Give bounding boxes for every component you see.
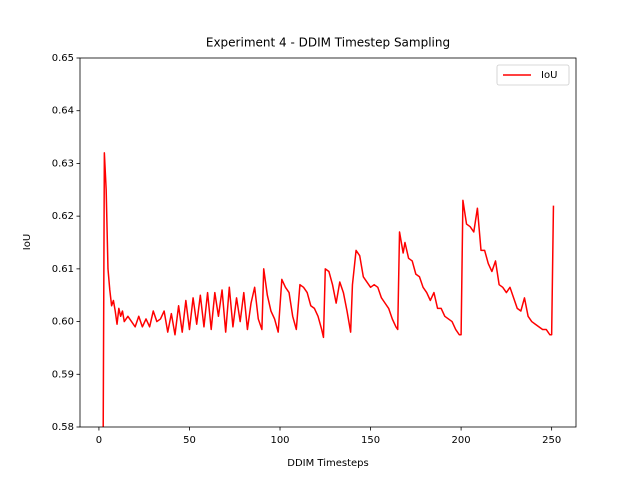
y-tick-label: 0.65 <box>52 53 74 64</box>
legend-box <box>496 64 570 86</box>
y-tick-label: 0.63 <box>52 158 74 169</box>
axes-frame <box>79 57 577 428</box>
legend-label: IoU <box>541 70 557 81</box>
plot-area <box>102 152 555 427</box>
y-axis-label: IoU <box>22 234 33 250</box>
x-tick-label: 250 <box>542 435 561 446</box>
x-axis-label: DDIM Timesteps <box>287 458 368 469</box>
y-tick-label: 0.62 <box>52 211 74 222</box>
y-tick-label: 0.58 <box>52 422 74 433</box>
x-tick-label: 150 <box>361 435 380 446</box>
y-tick-label: 0.59 <box>52 369 74 380</box>
y-tick-label: 0.60 <box>52 317 74 328</box>
x-tick-label: 0 <box>96 435 102 446</box>
y-tick-label: 0.61 <box>52 264 74 275</box>
y-tick-label: 0.64 <box>52 106 74 117</box>
x-tick-label: 50 <box>183 435 196 446</box>
chart-title: Experiment 4 - DDIM Timestep Sampling <box>206 36 450 50</box>
x-tick-label: 200 <box>452 435 471 446</box>
data-line <box>102 152 555 427</box>
x-tick-label: 100 <box>270 435 289 446</box>
